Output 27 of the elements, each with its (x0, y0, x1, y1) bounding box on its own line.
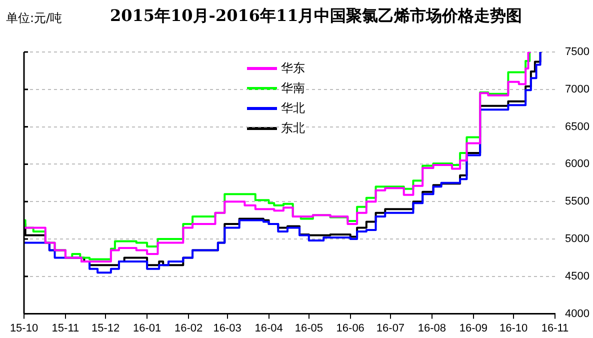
x-tick-label: 16-02 (174, 322, 203, 334)
y-tick-label: 4000 (565, 308, 590, 320)
x-tick-label: 16-06 (336, 322, 364, 334)
x-tick-label: 15-11 (52, 322, 80, 334)
x-tick-label: 16-08 (418, 322, 446, 334)
x-tick-label: 16-03 (213, 322, 242, 334)
x-tick-label: 16-05 (294, 322, 323, 334)
x-tick-label: 16-01 (132, 322, 162, 334)
legend-label: 华东 (281, 60, 305, 76)
legend-label: 华南 (281, 80, 305, 96)
legend-label: 华北 (281, 100, 305, 116)
x-tick-label: 16-04 (254, 322, 283, 334)
x-tick-label: 16-10 (499, 322, 528, 334)
x-tick-label: 16-07 (376, 322, 405, 334)
x-tick-label: 16-09 (459, 322, 488, 334)
chart-title: 2015年10月-2016年11月中国聚氯乙烯市场价格走势图 (110, 6, 522, 27)
y-tick-label: 4500 (565, 270, 590, 282)
y-tick-label: 5500 (565, 196, 590, 208)
y-tick-label: 6500 (565, 120, 590, 133)
y-tick-label: 6000 (565, 158, 590, 170)
y-tick-label: 7500 (565, 46, 590, 58)
x-tick-label: 15-12 (92, 322, 120, 334)
x-tick-label: 16-11 (541, 322, 569, 334)
x-tick-label: 15-10 (10, 322, 38, 334)
y-tick-label: 5000 (565, 233, 590, 246)
y-axis-title: 单位:元/吨 (6, 10, 62, 27)
y-tick-label: 7000 (565, 83, 590, 96)
